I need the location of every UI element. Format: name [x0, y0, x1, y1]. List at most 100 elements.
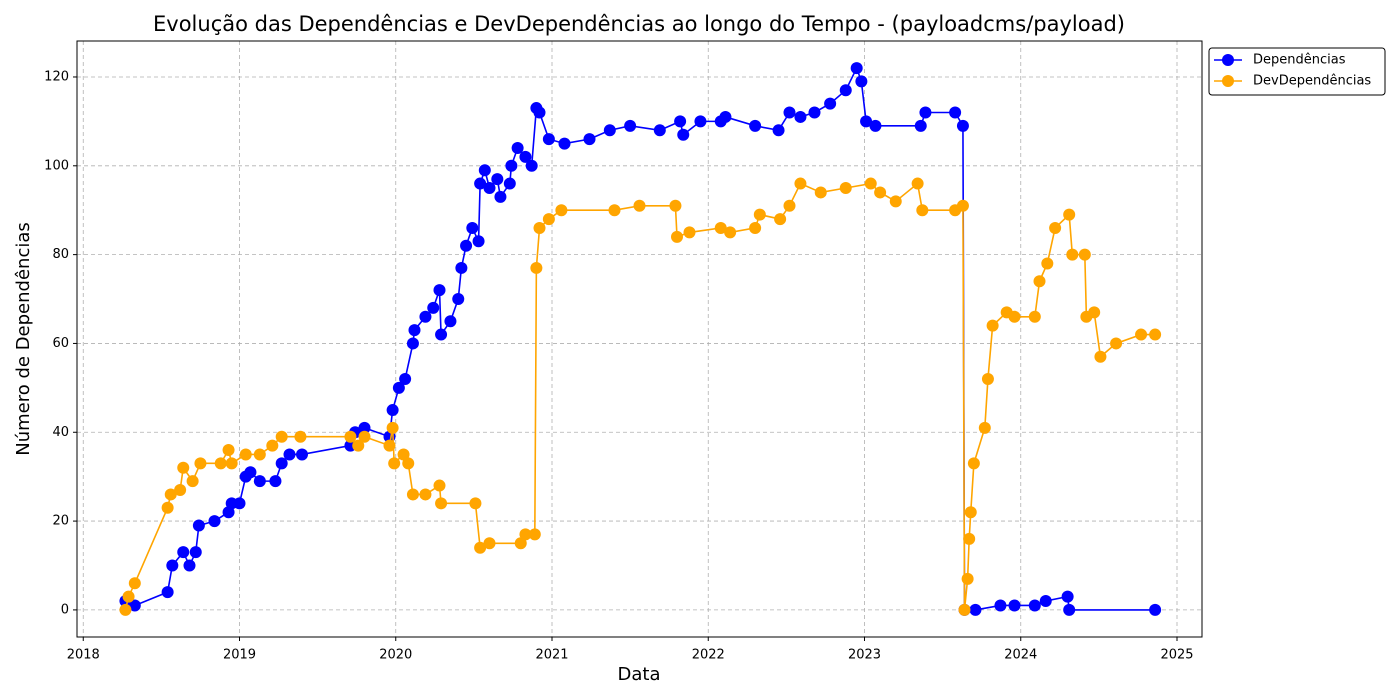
data-point: [119, 603, 132, 616]
data-point: [783, 106, 796, 119]
data-point: [177, 546, 190, 559]
x-tick-label: 2023: [848, 648, 881, 663]
data-point: [916, 204, 929, 217]
data-point: [963, 532, 976, 545]
data-point: [452, 293, 465, 306]
data-point: [208, 515, 221, 528]
data-point: [511, 142, 524, 155]
data-point: [514, 537, 527, 550]
data-point: [253, 475, 266, 488]
data-point: [444, 315, 457, 328]
data-point: [1008, 599, 1021, 612]
data-point: [958, 603, 971, 616]
data-point: [386, 421, 399, 434]
data-point: [986, 319, 999, 332]
data-point: [435, 497, 448, 510]
legend-marker: [1222, 75, 1234, 87]
data-point: [383, 439, 396, 452]
data-point: [174, 483, 187, 496]
data-point: [824, 97, 837, 110]
data-point: [122, 590, 135, 603]
y-tick-label: 20: [52, 514, 69, 529]
data-point: [483, 537, 496, 550]
data-point: [1149, 603, 1162, 616]
data-point: [296, 448, 308, 461]
data-point: [1008, 310, 1021, 323]
data-point: [969, 603, 982, 616]
data-point: [724, 226, 737, 239]
data-point: [427, 301, 440, 314]
data-point: [603, 124, 616, 137]
x-tick-label: 2022: [692, 648, 725, 663]
data-point: [794, 177, 807, 190]
data-point: [388, 457, 401, 470]
data-point: [1033, 275, 1046, 288]
data-point: [166, 559, 179, 572]
data-point: [674, 115, 687, 128]
y-tick-label: 0: [61, 602, 69, 617]
data-point: [1039, 595, 1052, 608]
legend-label: Dependências: [1253, 53, 1346, 68]
data-point: [753, 208, 766, 221]
data-point: [275, 457, 288, 470]
data-point: [433, 284, 446, 297]
x-tick-label: 2020: [379, 648, 412, 663]
data-point: [749, 119, 762, 132]
data-point: [1135, 328, 1148, 341]
data-point: [808, 106, 821, 119]
data-point: [494, 190, 507, 203]
data-point: [392, 381, 405, 394]
data-point: [344, 430, 357, 443]
data-point: [919, 106, 932, 119]
data-point: [1041, 257, 1054, 270]
y-tick-label: 60: [52, 336, 69, 351]
data-point: [177, 461, 190, 474]
data-point: [283, 448, 296, 461]
data-point: [814, 186, 827, 199]
data-point: [194, 457, 207, 470]
data-point: [466, 221, 479, 234]
data-point: [505, 159, 518, 172]
data-point: [624, 119, 637, 132]
data-point: [978, 421, 991, 434]
data-point: [474, 177, 487, 190]
data-point: [408, 324, 421, 337]
data-point: [558, 137, 571, 150]
data-point: [671, 230, 683, 243]
data-point: [491, 173, 504, 186]
data-point: [161, 501, 174, 514]
data-point: [239, 448, 252, 461]
data-point: [994, 599, 1007, 612]
data-point: [386, 404, 399, 417]
data-point: [399, 372, 412, 385]
data-point: [519, 528, 532, 541]
data-point: [1049, 221, 1062, 234]
data-point: [406, 337, 419, 350]
data-point: [186, 475, 199, 488]
data-point: [358, 421, 371, 434]
data-point: [1078, 248, 1091, 261]
data-point: [794, 110, 807, 123]
data-point: [1066, 248, 1079, 261]
y-axis-label: Número de Dependências: [13, 222, 34, 456]
x-tick-label: 2025: [1160, 648, 1193, 663]
data-point: [542, 133, 555, 146]
data-point: [455, 261, 468, 274]
data-point: [164, 488, 177, 501]
data-point: [864, 177, 877, 190]
data-point: [608, 204, 621, 217]
data-point: [772, 124, 785, 137]
data-point: [1028, 310, 1041, 323]
chart-title: Evolução das Dependências e DevDependênc…: [153, 12, 1125, 36]
data-point: [555, 204, 568, 217]
data-point: [483, 182, 496, 195]
data-point: [419, 488, 432, 501]
data-point: [472, 235, 485, 248]
data-point: [358, 430, 371, 443]
data-point: [855, 75, 868, 88]
data-point: [774, 213, 787, 226]
data-point: [233, 497, 246, 510]
data-point: [1061, 590, 1074, 603]
data-point: [469, 497, 482, 510]
data-point: [949, 106, 962, 119]
